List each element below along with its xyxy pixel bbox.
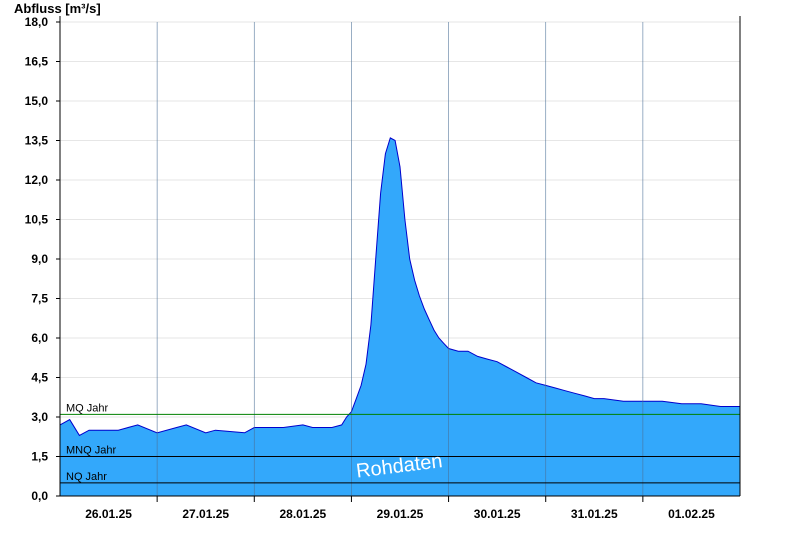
x-tick-label: 28.01.25 (279, 507, 326, 521)
y-tick-label: 16,5 (25, 55, 49, 69)
y-tick-label: 9,0 (31, 252, 48, 266)
y-tick-label: 10,5 (25, 213, 49, 227)
reference-lines: MQ Jahr MNQ Jahr NQ Jahr (60, 402, 740, 484)
y-tick-label: 15,0 (25, 94, 49, 108)
y-tick-label: 7,5 (31, 292, 48, 306)
reference-line-label: MQ Jahr (66, 402, 109, 414)
y-tick-label: 1,5 (31, 450, 48, 464)
y-tick-label: 12,0 (25, 173, 49, 187)
reference-line-label: MNQ Jahr (66, 445, 116, 457)
y-tick-label: 18,0 (25, 15, 49, 29)
axes (56, 16, 741, 502)
reference-line-label: NQ Jahr (66, 471, 107, 483)
y-axis-title: Abfluss [m³/s] (14, 1, 101, 16)
x-tick-label: 26.01.25 (85, 507, 132, 521)
day-boundary-lines (156, 22, 644, 496)
x-tick-label: 29.01.25 (377, 507, 424, 521)
y-tick-label: 3,0 (31, 410, 48, 424)
series-line (59, 137, 740, 437)
y-tick-label: 13,5 (25, 134, 49, 148)
x-tick-label: 01.02.25 (668, 507, 715, 521)
area-layer (59, 137, 740, 496)
x-tick-label: 30.01.25 (474, 507, 521, 521)
y-tick-label: 0,0 (31, 489, 48, 503)
x-tick-label: 31.01.25 (571, 507, 618, 521)
y-tick-label: 4,5 (31, 371, 48, 385)
y-tick-label: 6,0 (31, 331, 48, 345)
x-tick-label: 27.01.25 (182, 507, 229, 521)
tick-labels: 0,0 1,5 3,0 4,5 6,0 7,5 9,0 10,5 12,0 13,5 15,0 16,… (25, 15, 715, 521)
series-area (60, 137, 740, 496)
